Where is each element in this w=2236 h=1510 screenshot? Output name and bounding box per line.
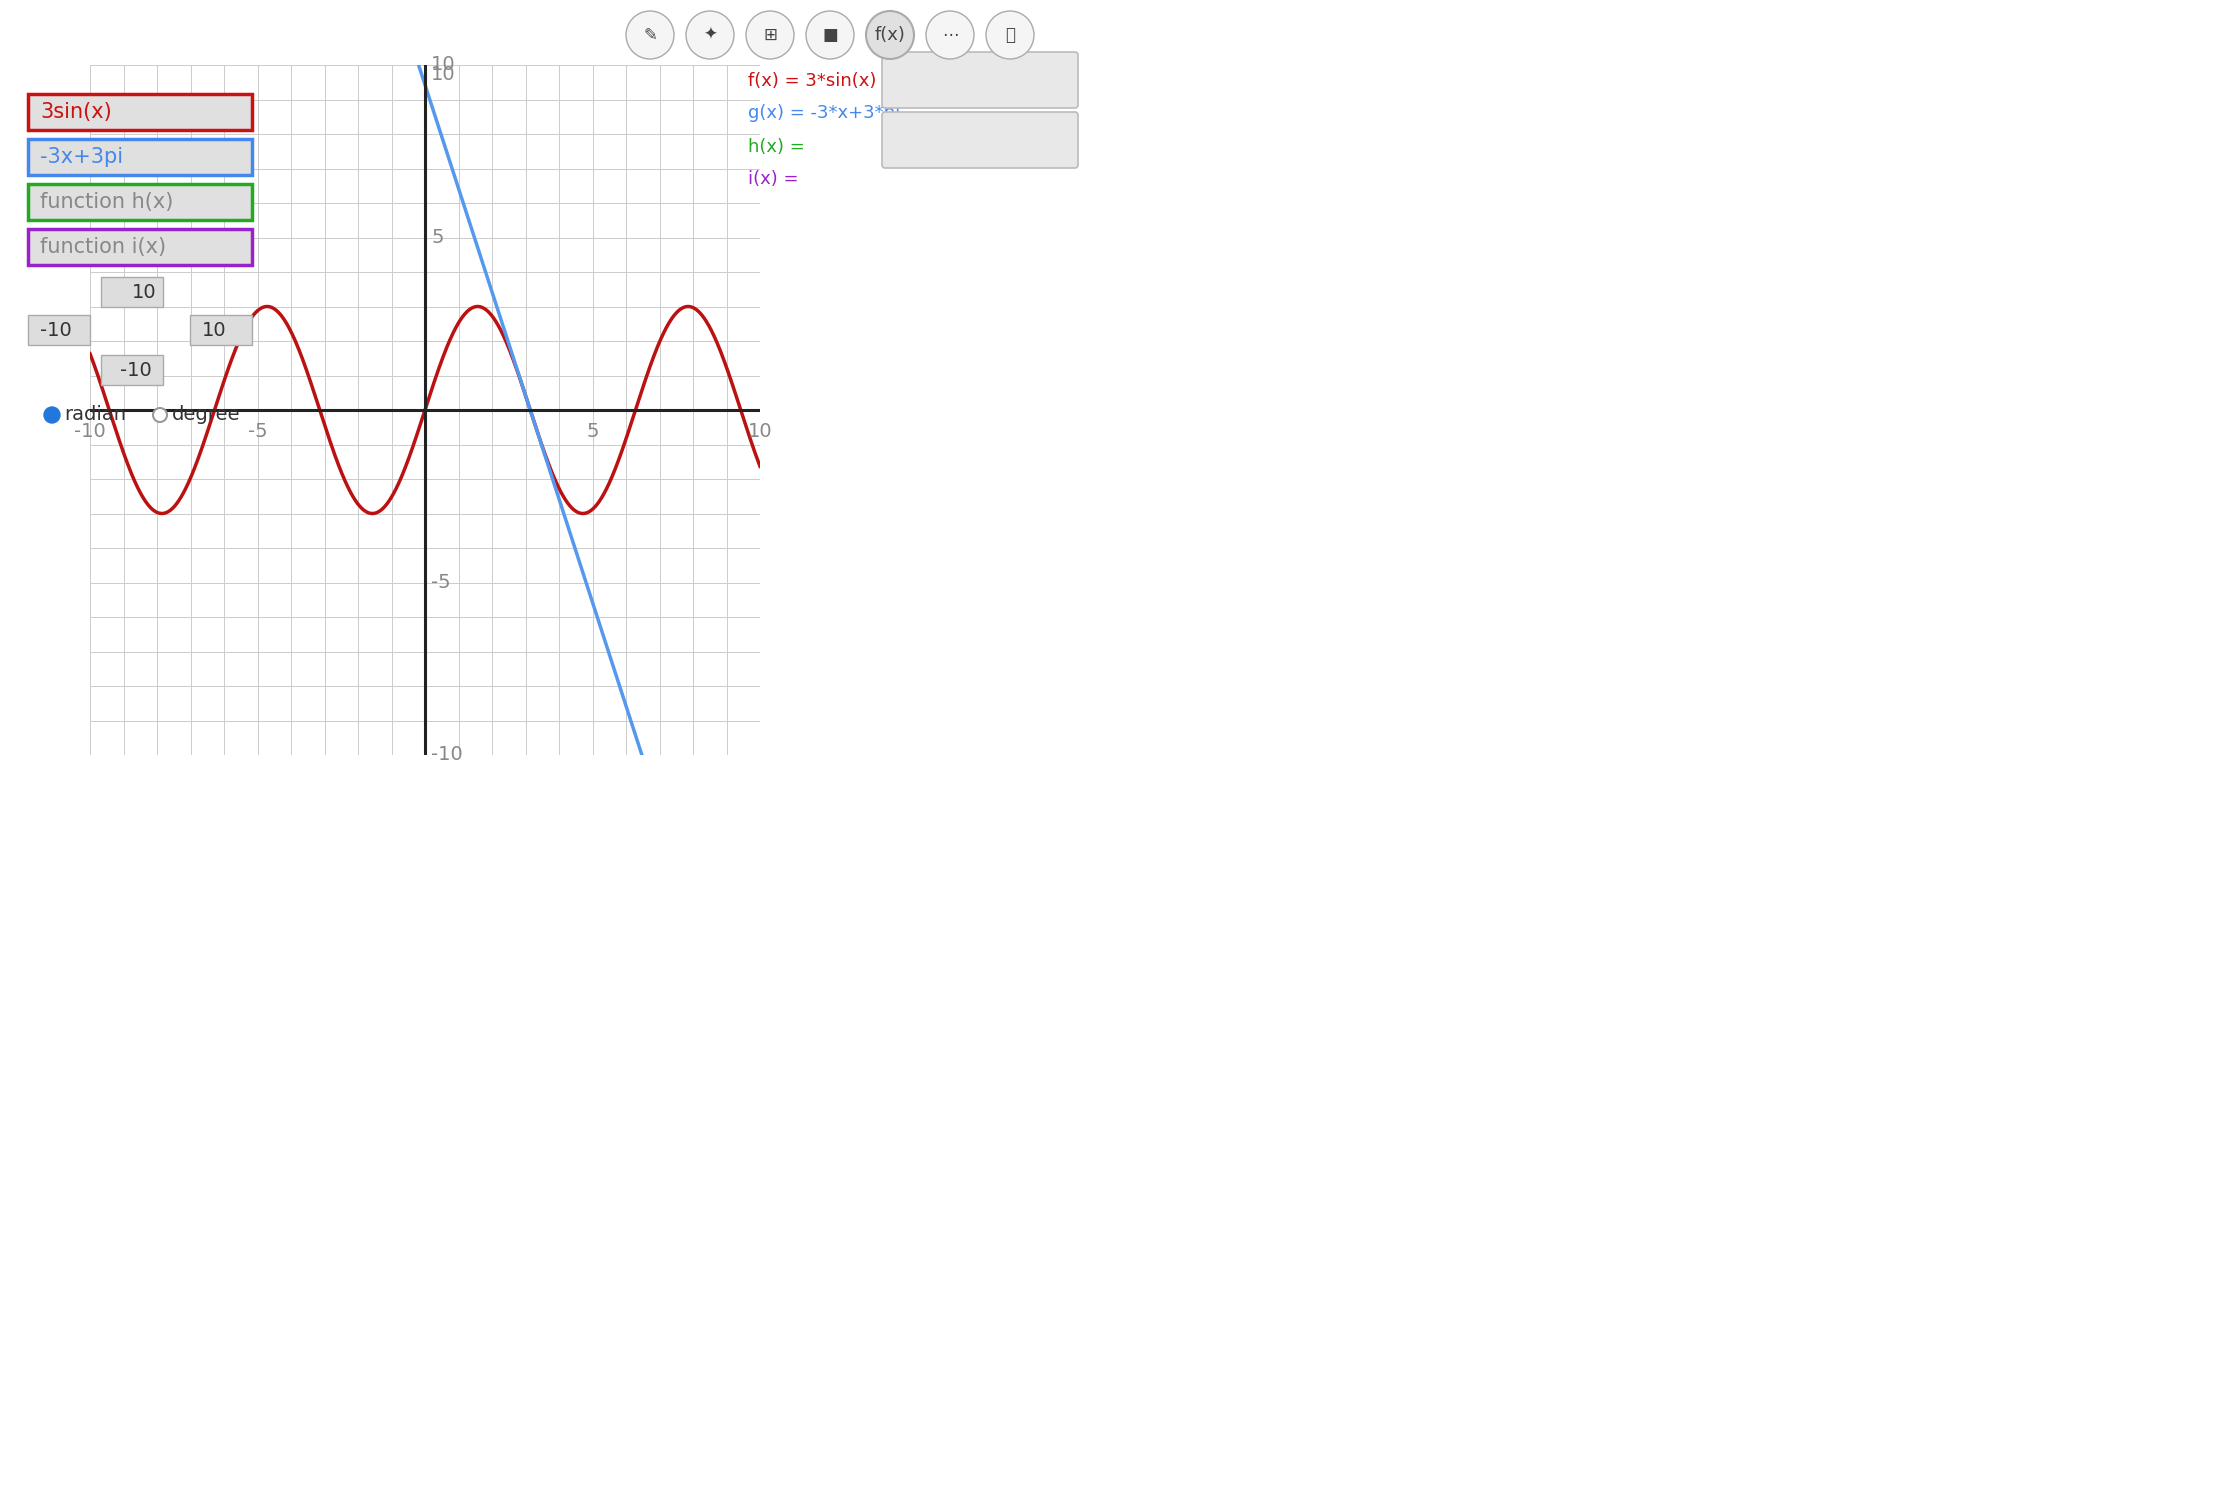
Text: -10: -10: [121, 361, 152, 379]
Text: radian: radian: [65, 406, 125, 424]
Bar: [29, 184, 253, 220]
Text: ✦: ✦: [702, 26, 718, 44]
Text: ✎: ✎: [644, 26, 657, 44]
Text: function h(x): function h(x): [40, 192, 174, 211]
Text: ⤢: ⤢: [1004, 26, 1015, 44]
Circle shape: [986, 11, 1033, 59]
Text: 10: 10: [747, 423, 771, 441]
Text: -10: -10: [74, 423, 105, 441]
Text: Formula editor: Formula editor: [908, 130, 1051, 149]
Text: 3sin(x): 3sin(x): [40, 103, 112, 122]
Circle shape: [45, 408, 60, 423]
Bar: [29, 94, 253, 130]
Text: ⊞: ⊞: [762, 26, 776, 44]
Text: 10: 10: [432, 65, 456, 85]
FancyBboxPatch shape: [881, 51, 1078, 109]
Text: Graph plotter: Graph plotter: [915, 71, 1046, 89]
Circle shape: [865, 11, 915, 59]
Text: 10: 10: [132, 282, 157, 302]
Text: function i(x): function i(x): [40, 237, 165, 257]
Text: -3x+3pi: -3x+3pi: [40, 146, 123, 168]
Bar: [29, 139, 253, 175]
Circle shape: [686, 11, 733, 59]
Text: 10: 10: [201, 320, 226, 340]
Bar: [101, 276, 163, 307]
Bar: [29, 316, 89, 344]
Bar: [101, 355, 163, 385]
Bar: [190, 316, 253, 344]
Text: g(x) = -3*x+3*pi: g(x) = -3*x+3*pi: [749, 104, 901, 122]
Bar: [29, 230, 253, 264]
Text: ■: ■: [823, 26, 838, 44]
Text: h(x) =: h(x) =: [749, 137, 805, 156]
Text: -5: -5: [432, 572, 452, 592]
Text: -10: -10: [40, 320, 72, 340]
Circle shape: [805, 11, 854, 59]
Text: 5: 5: [586, 423, 599, 441]
Text: -5: -5: [248, 423, 268, 441]
Text: f(x) = 3*sin(x): f(x) = 3*sin(x): [749, 72, 877, 91]
Text: 5: 5: [432, 228, 443, 248]
Circle shape: [926, 11, 975, 59]
Text: 10: 10: [432, 56, 456, 74]
FancyBboxPatch shape: [881, 112, 1078, 168]
Circle shape: [152, 408, 168, 421]
Text: f(x): f(x): [874, 26, 906, 44]
Text: i(x) =: i(x) =: [749, 171, 798, 189]
Circle shape: [747, 11, 794, 59]
Text: -10: -10: [432, 746, 463, 764]
Text: degree: degree: [172, 406, 241, 424]
Text: ⋯: ⋯: [941, 26, 959, 44]
Circle shape: [626, 11, 673, 59]
